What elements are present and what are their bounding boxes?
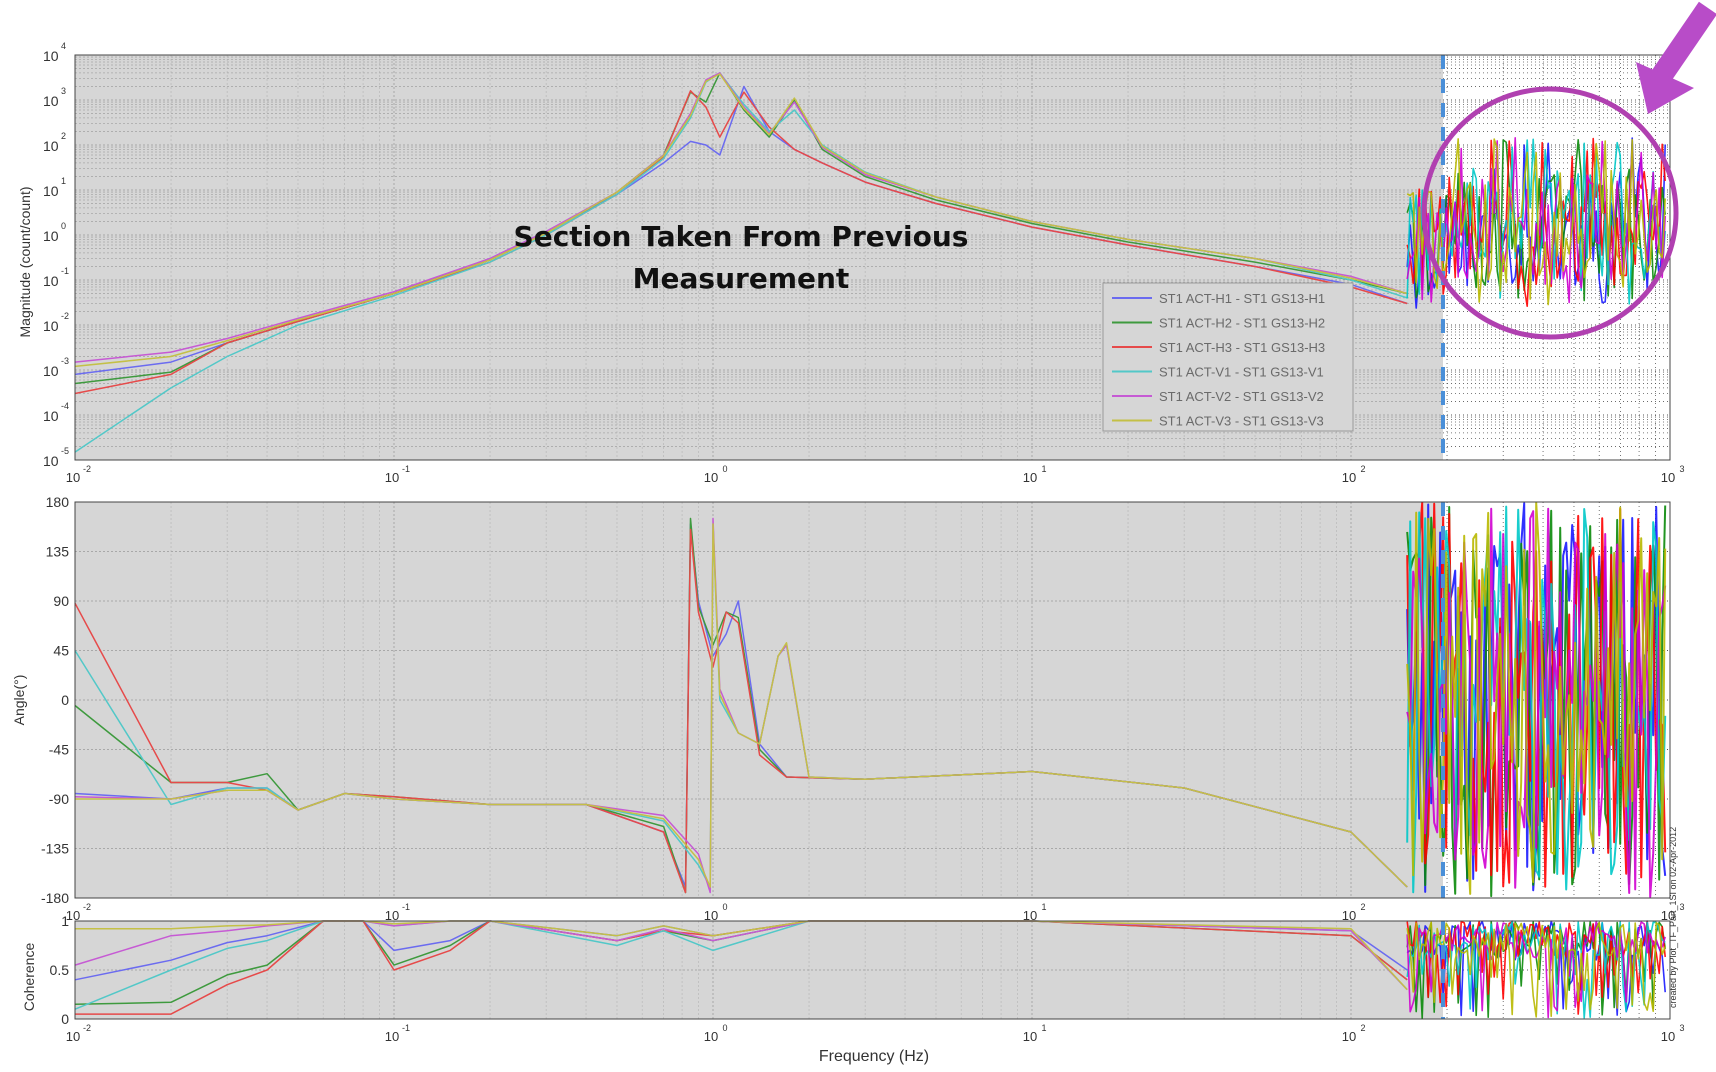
xtick-exp-phase: 0 [722,902,727,912]
xtick-exp-coherence: -1 [402,1023,410,1033]
ylabel-magnitude: Magnitude (count/count) [17,187,33,338]
xtick-coherence: 10 [1023,1029,1037,1044]
ytick-exp-magnitude: 0 [61,221,66,231]
xtick-phase: 10 [385,908,399,923]
ytick-phase: -135 [41,841,69,857]
ytick-magnitude: 10 [43,138,59,154]
arrow-icon [1636,1,1716,114]
ytick-phase: 180 [46,494,70,510]
ytick-phase: 135 [46,544,70,560]
ytick-phase: 45 [53,643,69,659]
xtick-exp-phase: 3 [1679,902,1684,912]
noise-trace-phase-5 [1406,507,1667,898]
ytick-magnitude: 10 [43,183,59,199]
xtick-phase: 10 [66,908,80,923]
xtick-phase: 10 [1023,908,1037,923]
ytick-magnitude: 10 [43,273,59,289]
noise-trace-magnitude-6 [1406,138,1666,306]
xtick-exp-phase: -2 [83,902,91,912]
xtick-coherence: 10 [385,1029,399,1044]
watermark-text: created by Plot_TF_Part_1SI on 02-Apr-20… [1668,827,1678,1008]
xtick-exp-coherence: 1 [1041,1023,1046,1033]
xtick-exp-coherence: 3 [1679,1023,1684,1033]
xtick-magnitude: 10 [1023,470,1037,485]
series-line-magnitude-6 [74,73,1408,368]
xtick-coherence: 10 [66,1029,80,1044]
legend-label-2: ST1 ACT-H2 - ST1 GS13-H2 [1159,316,1325,331]
xtick-exp-coherence: 2 [1360,1023,1365,1033]
ytick-coherence: 0 [61,1011,69,1027]
legend-label-5: ST1 ACT-V2 - ST1 GS13-V2 [1159,389,1324,404]
ytick-exp-magnitude: -5 [61,446,69,456]
ytick-exp-magnitude: 1 [61,176,66,186]
xtick-exp-phase: 1 [1041,902,1046,912]
xtick-exp-coherence: 0 [722,1023,727,1033]
ytick-coherence: 1 [61,913,69,929]
ylabel-phase: Angle(°) [11,675,27,726]
series-line-phase-6 [75,523,1408,888]
ytick-phase: -180 [41,890,69,906]
legend-label-3: ST1 ACT-H3 - ST1 GS13-H3 [1159,340,1325,355]
ytick-magnitude: 10 [43,363,59,379]
noise-trace-phase-6 [1406,501,1667,895]
xtick-magnitude: 10 [704,470,718,485]
xtick-exp-phase: 2 [1360,902,1365,912]
xtick-magnitude: 10 [1661,470,1675,485]
ytick-exp-magnitude: 3 [61,86,66,96]
xtick-exp-magnitude: 0 [722,464,727,474]
legend-label-4: ST1 ACT-V1 - ST1 GS13-V1 [1159,365,1324,380]
ytick-coherence: 0.5 [50,962,70,978]
ytick-exp-magnitude: -3 [61,356,69,366]
noise-trace-coherence-4 [1406,920,1666,1019]
annotation-line-2: Measurement [633,262,850,295]
noise-region [1406,137,1667,1020]
ytick-phase: -90 [49,791,69,807]
ylabel-coherence: Coherence [21,943,37,1012]
xtick-magnitude: 10 [385,470,399,485]
legend: ST1 ACT-H1 - ST1 GS13-H1 ST1 ACT-H2 - ST1… [1102,282,1354,432]
ytick-exp-magnitude: -1 [61,266,69,276]
xtick-phase: 10 [704,908,718,923]
xtick-exp-magnitude: 1 [1041,464,1046,474]
ytick-magnitude: 10 [43,228,59,244]
xtick-exp-magnitude: -1 [402,464,410,474]
xtick-magnitude: 10 [66,470,80,485]
ytick-magnitude: 10 [43,318,59,334]
ytick-phase: 0 [61,692,69,708]
ytick-exp-magnitude: 4 [61,41,66,51]
noise-trace-coherence-6 [1406,921,1666,1018]
ytick-magnitude: 10 [43,408,59,424]
ytick-exp-magnitude: -2 [61,311,69,321]
legend-label-1: ST1 ACT-H1 - ST1 GS13-H1 [1159,291,1325,306]
xtick-coherence: 10 [704,1029,718,1044]
xtick-exp-magnitude: -2 [83,464,91,474]
ytick-magnitude: 10 [43,48,59,64]
ytick-magnitude: 10 [43,93,59,109]
xtick-exp-magnitude: 2 [1360,464,1365,474]
xlabel-frequency: Frequency (Hz) [819,1048,929,1065]
legend-box [1102,282,1354,432]
noise-trace-magnitude-2 [1406,139,1666,302]
ytick-exp-magnitude: -4 [61,401,69,411]
noise-trace-magnitude-4 [1406,138,1666,305]
axis-frame-coherence [74,920,1671,1020]
ytick-phase: -45 [49,742,69,758]
xtick-coherence: 10 [1661,1029,1675,1044]
xtick-exp-phase: -1 [402,902,410,912]
ytick-exp-magnitude: 2 [61,131,66,141]
axis-frame-phase [74,501,1671,899]
legend-label-6: ST1 ACT-V3 - ST1 GS13-V3 [1159,414,1324,429]
xtick-phase: 10 [1661,908,1675,923]
xtick-exp-coherence: -2 [83,1023,91,1033]
ytick-phase: 90 [53,593,69,609]
xtick-phase: 10 [1342,908,1356,923]
annotation-line-1: Section Taken From Previous [514,220,969,253]
xtick-exp-magnitude: 3 [1679,464,1684,474]
xtick-magnitude: 10 [1342,470,1356,485]
highlight-circle [1421,86,1679,340]
xtick-coherence: 10 [1342,1029,1356,1044]
ytick-magnitude: 10 [43,453,59,469]
